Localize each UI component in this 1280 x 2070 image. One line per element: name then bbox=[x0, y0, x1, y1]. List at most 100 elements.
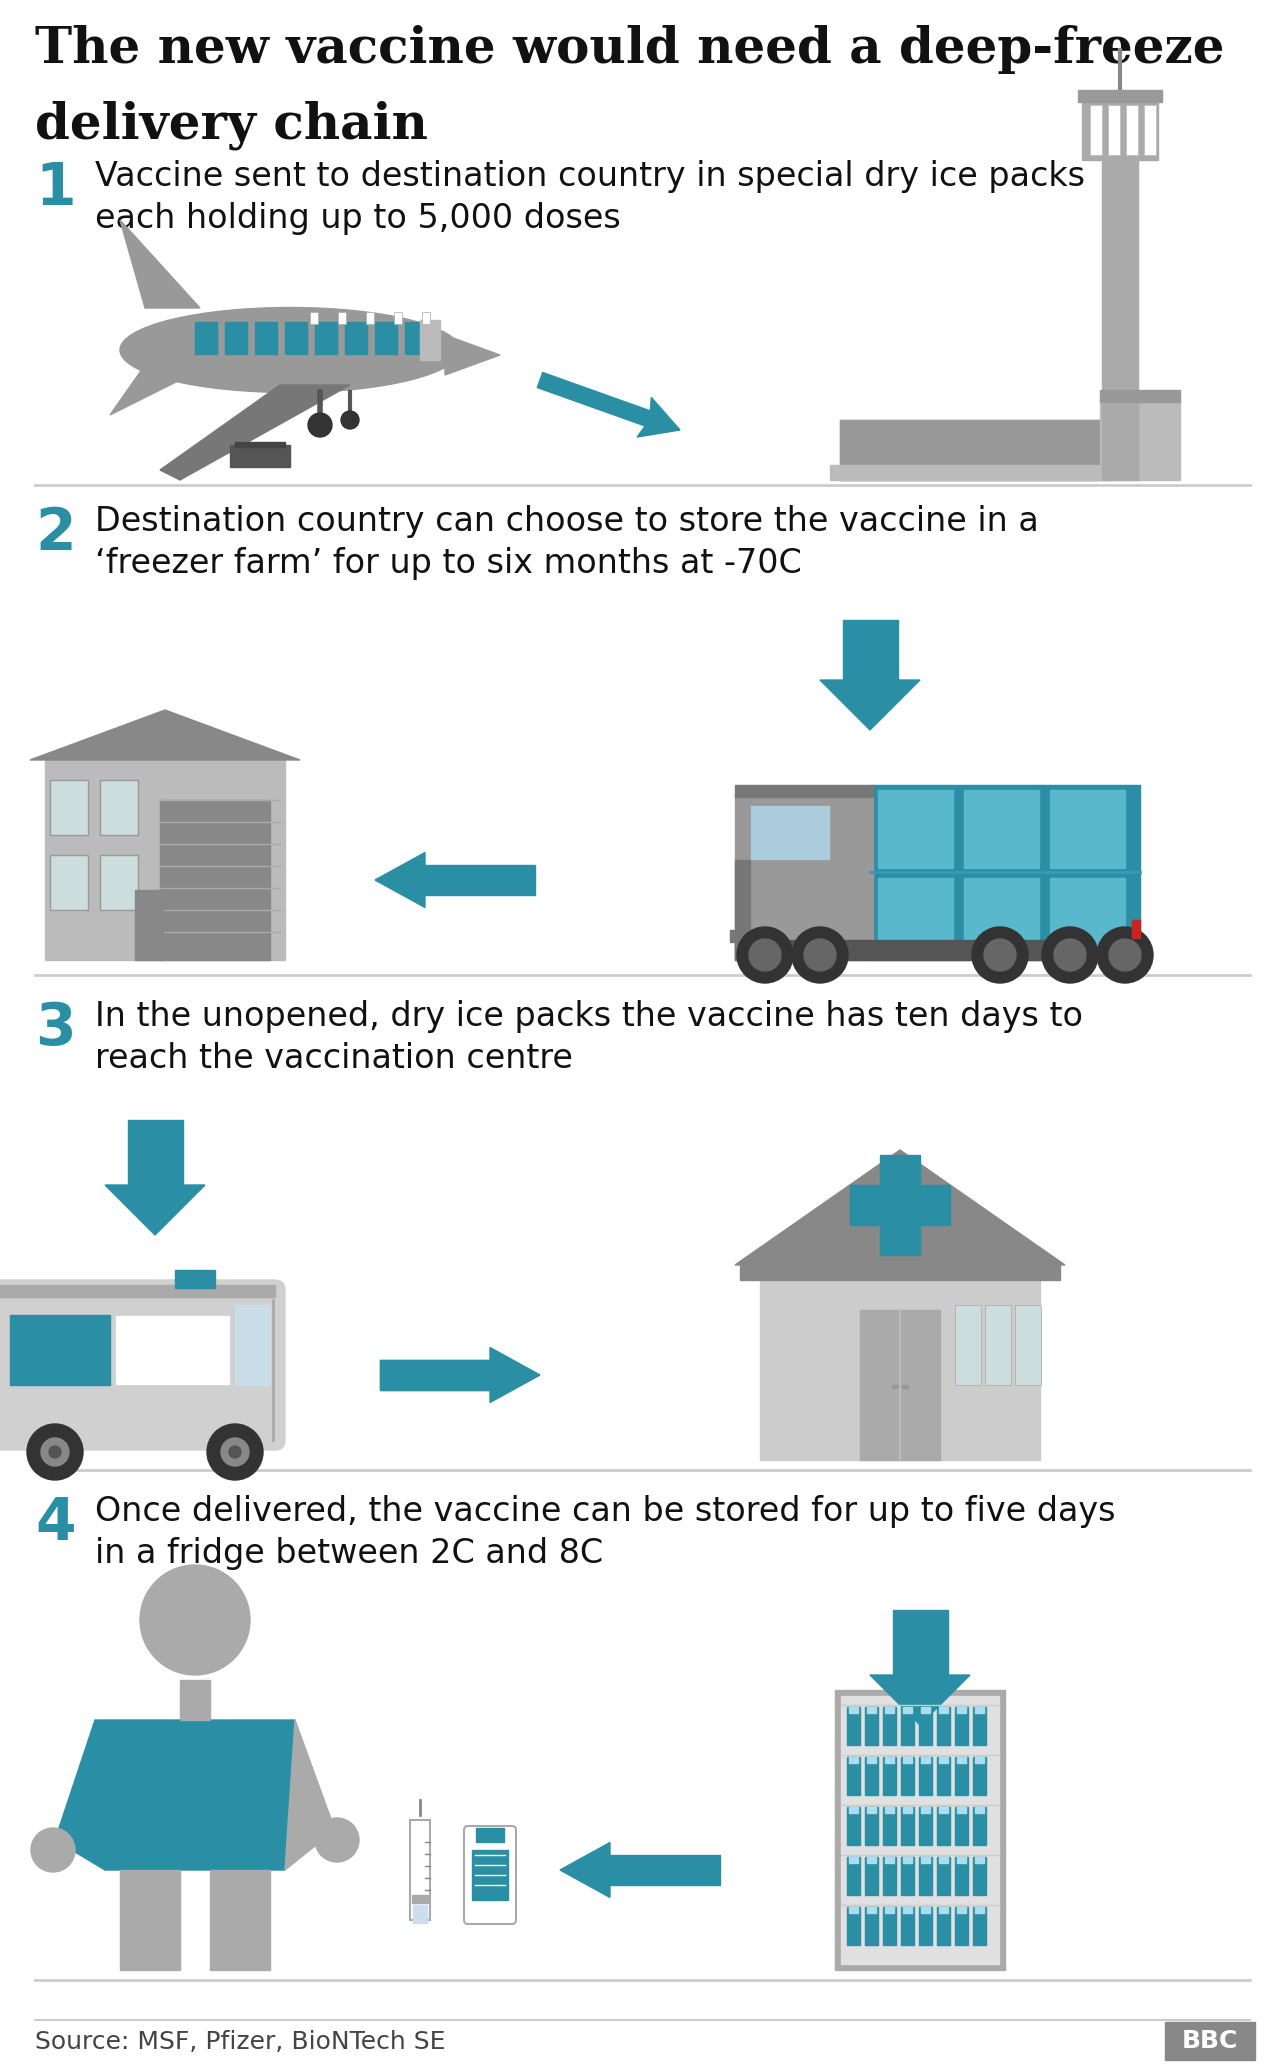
Bar bbox=[867, 1708, 876, 1714]
Bar bbox=[919, 1807, 932, 1844]
Bar bbox=[366, 313, 374, 325]
Circle shape bbox=[804, 940, 836, 971]
Circle shape bbox=[792, 927, 849, 983]
Bar bbox=[840, 420, 1100, 480]
Circle shape bbox=[229, 1447, 241, 1457]
Bar bbox=[425, 865, 535, 894]
Circle shape bbox=[207, 1424, 262, 1480]
Bar bbox=[236, 443, 285, 447]
Bar bbox=[884, 1807, 893, 1813]
Bar bbox=[937, 1708, 950, 1745]
Bar bbox=[735, 940, 1055, 960]
Bar bbox=[902, 1708, 911, 1714]
Bar bbox=[865, 1906, 878, 1946]
Bar bbox=[849, 1757, 858, 1764]
Polygon shape bbox=[29, 710, 300, 760]
Polygon shape bbox=[490, 1348, 540, 1403]
Text: Destination country can choose to store the vaccine in a: Destination country can choose to store … bbox=[95, 505, 1039, 538]
Bar bbox=[847, 1757, 860, 1795]
Bar bbox=[883, 1757, 896, 1795]
Bar bbox=[940, 1807, 948, 1813]
Bar bbox=[285, 323, 307, 354]
Bar bbox=[922, 1757, 931, 1764]
Text: Once delivered, the vaccine can be stored for up to five days: Once delivered, the vaccine can be store… bbox=[95, 1495, 1115, 1528]
Text: 4: 4 bbox=[35, 1495, 76, 1552]
Bar bbox=[134, 890, 163, 960]
Bar bbox=[902, 1757, 911, 1764]
Bar bbox=[45, 760, 285, 960]
Bar bbox=[195, 323, 218, 354]
Bar bbox=[892, 1385, 899, 1389]
Bar bbox=[1126, 106, 1138, 155]
Bar bbox=[865, 1807, 878, 1844]
Bar bbox=[957, 1708, 966, 1714]
Polygon shape bbox=[735, 1151, 1065, 1265]
Bar bbox=[730, 929, 745, 942]
Bar bbox=[735, 795, 873, 960]
Bar bbox=[849, 1906, 858, 1913]
Bar bbox=[867, 1807, 876, 1813]
FancyArrow shape bbox=[538, 373, 680, 437]
Bar bbox=[476, 1828, 504, 1842]
Bar bbox=[955, 1757, 968, 1795]
Bar bbox=[964, 878, 1039, 956]
Bar bbox=[760, 1275, 1039, 1459]
Bar bbox=[867, 1857, 876, 1863]
Bar bbox=[740, 1265, 1060, 1279]
Bar bbox=[957, 1857, 966, 1863]
Bar bbox=[338, 313, 346, 325]
Bar bbox=[611, 1855, 719, 1886]
Bar bbox=[100, 855, 138, 911]
Bar bbox=[870, 785, 1140, 960]
Bar bbox=[1108, 106, 1120, 155]
Polygon shape bbox=[110, 364, 200, 414]
Bar bbox=[1050, 878, 1125, 956]
Bar bbox=[750, 805, 829, 859]
Bar bbox=[901, 1906, 914, 1946]
Circle shape bbox=[972, 927, 1028, 983]
Text: 1: 1 bbox=[35, 159, 76, 217]
Bar bbox=[315, 323, 337, 354]
Circle shape bbox=[49, 1447, 61, 1457]
Bar bbox=[849, 1708, 858, 1714]
Bar bbox=[394, 313, 402, 325]
Text: BBC: BBC bbox=[1181, 2029, 1238, 2053]
Bar bbox=[940, 1757, 948, 1764]
Bar bbox=[902, 1807, 911, 1813]
Bar bbox=[986, 1304, 1011, 1385]
Bar bbox=[413, 1904, 428, 1923]
Bar bbox=[236, 1304, 270, 1385]
Text: 3: 3 bbox=[35, 1000, 76, 1058]
Bar bbox=[255, 323, 276, 354]
Bar bbox=[975, 1857, 984, 1863]
Bar bbox=[1132, 919, 1140, 938]
Bar bbox=[884, 1906, 893, 1913]
Bar bbox=[120, 1869, 180, 1971]
Circle shape bbox=[340, 412, 358, 428]
Text: Vaccine sent to destination country in special dry ice packs: Vaccine sent to destination country in s… bbox=[95, 159, 1085, 193]
Polygon shape bbox=[55, 1720, 105, 1869]
Bar bbox=[375, 323, 397, 354]
Bar bbox=[1100, 400, 1180, 480]
Bar bbox=[847, 1857, 860, 1894]
Bar bbox=[940, 1857, 948, 1863]
Bar bbox=[50, 855, 88, 911]
Bar bbox=[901, 1807, 914, 1844]
Bar bbox=[404, 323, 428, 354]
Polygon shape bbox=[445, 335, 500, 375]
Bar bbox=[1078, 89, 1162, 101]
Polygon shape bbox=[375, 853, 425, 907]
Bar bbox=[973, 1708, 986, 1745]
Bar bbox=[735, 785, 873, 797]
Bar bbox=[1091, 106, 1102, 155]
Circle shape bbox=[1097, 927, 1153, 983]
Bar bbox=[840, 420, 1100, 480]
Bar bbox=[1082, 99, 1158, 159]
Bar bbox=[100, 780, 138, 834]
Bar bbox=[1144, 106, 1156, 155]
Bar bbox=[957, 1807, 966, 1813]
Bar bbox=[175, 1271, 215, 1288]
Bar bbox=[850, 1184, 950, 1225]
Bar bbox=[225, 323, 247, 354]
Bar bbox=[937, 1807, 950, 1844]
